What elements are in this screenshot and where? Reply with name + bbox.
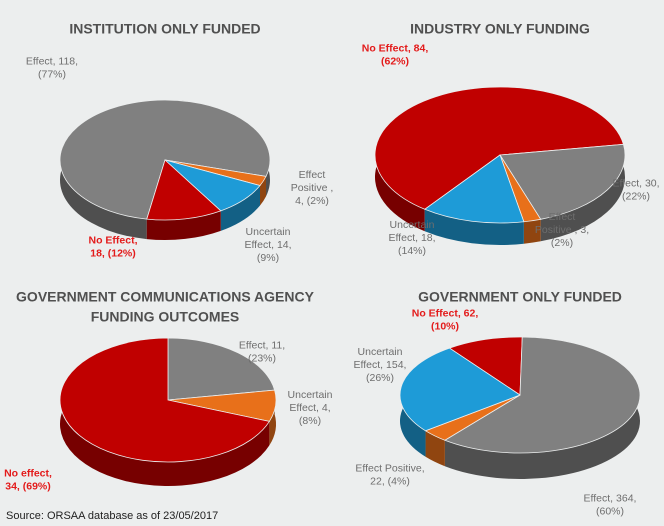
value-label: (62%) [381,55,409,67]
slice-side [374,87,624,232]
value-label: Effect, 11, [239,339,285,351]
value-label: Effect, 18, [388,232,435,244]
value-label: Effect Positive, [355,462,424,474]
value-label: (22%) [622,190,650,202]
slice-side [425,430,445,467]
value-label: Uncertain [390,219,435,231]
chart-title: GOVERNMENT ONLY FUNDED [418,289,622,305]
value-label: (9%) [257,252,279,264]
value-label: (2%) [551,237,573,249]
value-label: 22, (4%) [370,475,410,487]
slice [146,159,222,221]
value-label: Uncertain [288,389,333,401]
chart-title: INDUSTRY ONLY FUNDING [410,21,590,37]
value-label: Effect, 4, [289,402,330,414]
value-label: Effect [549,211,576,223]
value-label: Effect, 30, [612,177,659,189]
chart-title: GOVERNMENT COMMUNICATIONS AGENCY [16,289,315,305]
slice-side [523,219,541,244]
slice-side [424,209,524,245]
value-label: (23%) [248,352,276,364]
value-label: Effect, 118, [26,55,78,67]
value-label: (8%) [299,415,321,427]
slice [374,86,624,210]
value-label: Positive , 3, [535,224,589,236]
value-label: (14%) [398,245,426,257]
value-label: Effect, 14, [244,239,291,251]
slice [443,336,641,454]
value-label: Uncertain [358,346,403,358]
value-label: 18, (12%) [90,247,136,259]
value-label: Effect [299,169,326,181]
slice [167,337,276,401]
value-label: No Effect, [88,234,137,246]
slice [499,143,626,220]
value-label: Positive , [291,182,334,194]
slice-side [540,144,625,242]
slice [399,347,521,432]
source-note: Source: ORSAA database as of 23/05/2017 [6,510,218,522]
slice-side [146,210,221,240]
chart-title: INSTITUTION ONLY FUNDED [69,21,260,37]
slice-side [269,390,276,446]
value-label: Uncertain [246,226,291,238]
chart-title: FUNDING OUTCOMES [91,309,240,325]
value-label: (60%) [596,505,624,517]
value-label: 34, (69%) [5,480,51,492]
value-label: No effect, [4,467,52,479]
value-label: Effect, 154, [354,359,407,371]
slice [448,336,523,396]
value-label: (26%) [366,372,394,384]
value-label: No Effect, 84, [362,42,429,54]
slice [423,154,525,224]
slice-side [220,185,261,231]
value-label: Effect, 364, [584,492,637,504]
value-label: 4, (2%) [295,195,329,207]
slice [59,337,271,463]
value-label: (77%) [38,68,66,80]
value-label: No Effect, 62, [412,307,479,319]
value-label: (10%) [431,320,459,332]
